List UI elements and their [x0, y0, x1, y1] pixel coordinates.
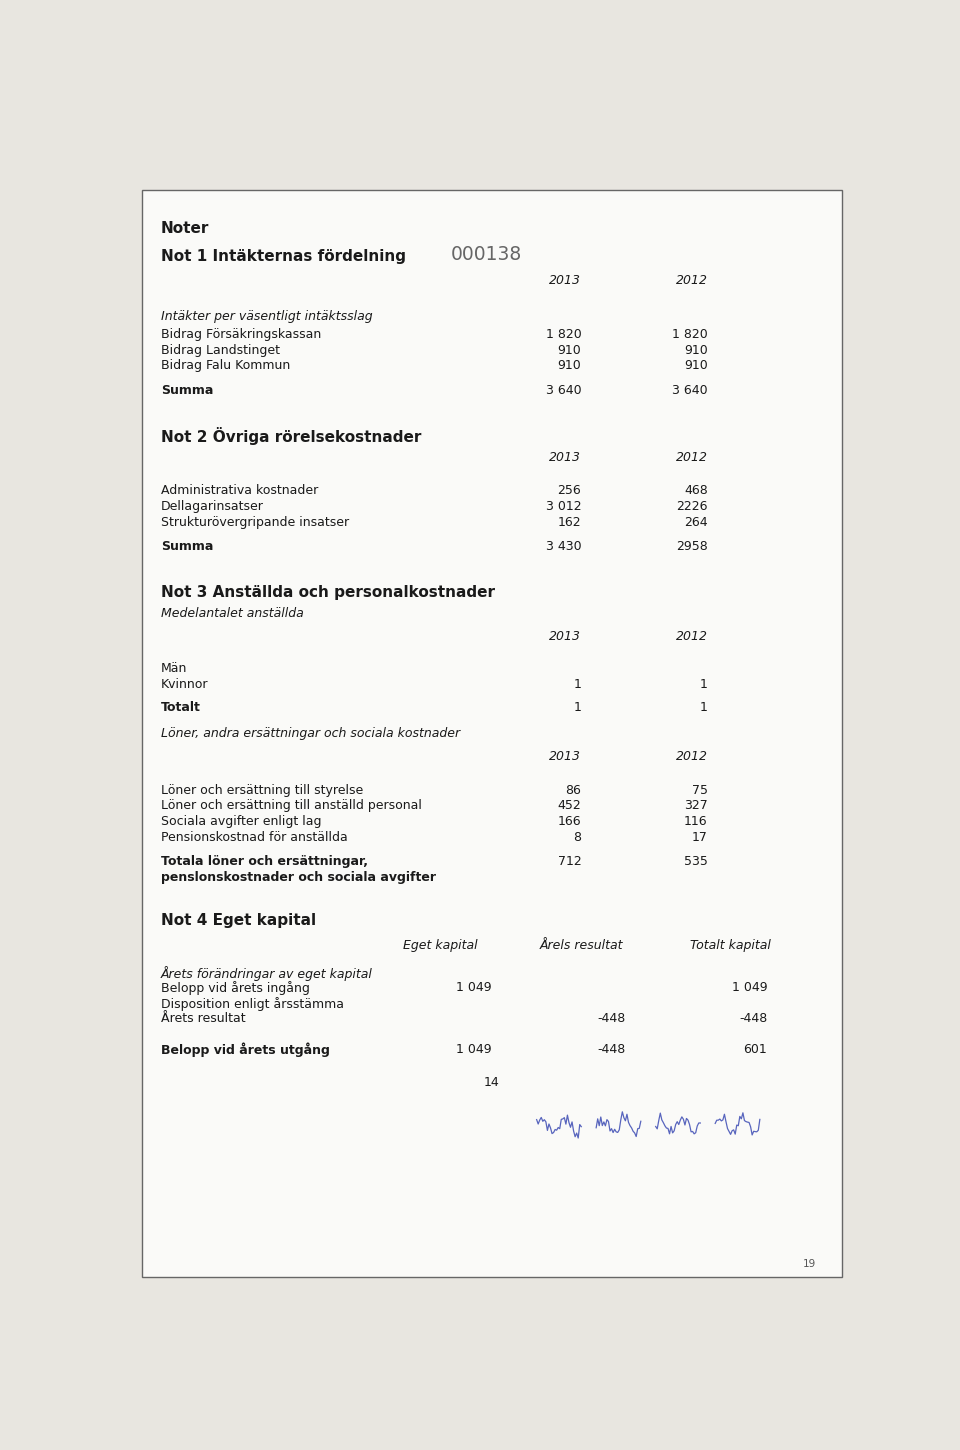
- Text: Löner och ersättning till styrelse: Löner och ersättning till styrelse: [161, 783, 363, 796]
- Text: Pensionskostnad för anställda: Pensionskostnad för anställda: [161, 831, 348, 844]
- Text: Kvinnor: Kvinnor: [161, 677, 208, 690]
- Text: Löner, andra ersättningar och sociala kostnader: Löner, andra ersättningar och sociala ko…: [161, 726, 460, 740]
- Text: 17: 17: [692, 831, 708, 844]
- Text: 000138: 000138: [451, 245, 522, 264]
- Text: Not 4 Eget kapital: Not 4 Eget kapital: [161, 914, 316, 928]
- Text: 2012: 2012: [676, 629, 708, 642]
- Text: Löner och ersättning till anställd personal: Löner och ersättning till anställd perso…: [161, 799, 421, 812]
- Text: 601: 601: [744, 1043, 767, 1056]
- Text: Eget kapital: Eget kapital: [402, 938, 477, 951]
- Text: 166: 166: [558, 815, 581, 828]
- Text: Årels resultat: Årels resultat: [540, 938, 623, 951]
- Text: 14: 14: [484, 1076, 500, 1089]
- Text: 1 049: 1 049: [456, 1043, 492, 1056]
- Text: Disposition enligt årsstämma: Disposition enligt årsstämma: [161, 996, 344, 1011]
- Text: 3 012: 3 012: [545, 500, 581, 513]
- Text: 452: 452: [558, 799, 581, 812]
- Text: 86: 86: [565, 783, 581, 796]
- Text: 1: 1: [700, 700, 708, 713]
- Text: 3 640: 3 640: [545, 384, 581, 397]
- Text: 1: 1: [573, 677, 581, 690]
- Text: Totalt: Totalt: [161, 700, 201, 713]
- Text: 264: 264: [684, 516, 708, 529]
- Text: 910: 910: [684, 344, 708, 357]
- Text: 2012: 2012: [676, 274, 708, 287]
- Text: penslonskostnader och sociala avgifter: penslonskostnader och sociala avgifter: [161, 870, 436, 883]
- Text: 256: 256: [558, 484, 581, 497]
- Text: -448: -448: [598, 1043, 626, 1056]
- Text: 1 820: 1 820: [545, 328, 581, 341]
- Text: 2013: 2013: [549, 274, 581, 287]
- Text: Årets resultat: Årets resultat: [161, 1012, 246, 1025]
- Text: Strukturövergripande insatser: Strukturövergripande insatser: [161, 516, 349, 529]
- Text: 2013: 2013: [549, 629, 581, 642]
- Text: Medelantalet anställda: Medelantalet anställda: [161, 608, 303, 621]
- Text: -448: -448: [739, 1012, 767, 1025]
- Text: Bidrag Falu Kommun: Bidrag Falu Kommun: [161, 360, 290, 373]
- Text: 2012: 2012: [676, 750, 708, 763]
- Text: Dellagarinsatser: Dellagarinsatser: [161, 500, 264, 513]
- Text: 3 430: 3 430: [545, 541, 581, 554]
- Text: Sociala avgifter enligt lag: Sociala avgifter enligt lag: [161, 815, 322, 828]
- Text: 1 049: 1 049: [732, 982, 767, 995]
- Text: Bidrag Landstinget: Bidrag Landstinget: [161, 344, 280, 357]
- Text: 1 820: 1 820: [672, 328, 708, 341]
- Text: Bidrag Försäkringskassan: Bidrag Försäkringskassan: [161, 328, 322, 341]
- Text: 1: 1: [573, 700, 581, 713]
- Text: 910: 910: [558, 344, 581, 357]
- Text: 2958: 2958: [676, 541, 708, 554]
- Text: Män: Män: [161, 661, 187, 674]
- Text: 327: 327: [684, 799, 708, 812]
- Text: 19: 19: [803, 1259, 816, 1269]
- Text: Totala löner och ersättningar,: Totala löner och ersättningar,: [161, 856, 368, 869]
- Text: 1 049: 1 049: [456, 982, 492, 995]
- Text: Not 3 Anställda och personalkostnader: Not 3 Anställda och personalkostnader: [161, 584, 495, 600]
- Text: Årets förändringar av eget kapital: Årets förändringar av eget kapital: [161, 966, 372, 980]
- Text: 8: 8: [573, 831, 581, 844]
- Text: 162: 162: [558, 516, 581, 529]
- Text: Summa: Summa: [161, 541, 213, 554]
- Text: -448: -448: [598, 1012, 626, 1025]
- Text: 75: 75: [692, 783, 708, 796]
- Text: Intäkter per väsentligt intäktsslag: Intäkter per väsentligt intäktsslag: [161, 310, 372, 323]
- Text: 2012: 2012: [676, 451, 708, 464]
- Text: 2226: 2226: [676, 500, 708, 513]
- Text: Administrativa kostnader: Administrativa kostnader: [161, 484, 318, 497]
- Text: Belopp vid årets utgång: Belopp vid årets utgång: [161, 1043, 330, 1057]
- Text: Totalt kapital: Totalt kapital: [689, 938, 771, 951]
- Text: Belopp vid årets ingång: Belopp vid årets ingång: [161, 982, 310, 995]
- Text: 116: 116: [684, 815, 708, 828]
- Text: 2013: 2013: [549, 451, 581, 464]
- Text: 3 640: 3 640: [672, 384, 708, 397]
- Text: Not 1 Intäkternas fördelning: Not 1 Intäkternas fördelning: [161, 249, 406, 264]
- Text: 910: 910: [684, 360, 708, 373]
- Text: Not 2 Övriga rörelsekostnader: Not 2 Övriga rörelsekostnader: [161, 428, 421, 445]
- Text: 910: 910: [558, 360, 581, 373]
- Text: 468: 468: [684, 484, 708, 497]
- Text: 1: 1: [700, 677, 708, 690]
- Text: 2013: 2013: [549, 750, 581, 763]
- Text: Summa: Summa: [161, 384, 213, 397]
- Text: 712: 712: [558, 856, 581, 869]
- Text: 535: 535: [684, 856, 708, 869]
- Text: Noter: Noter: [161, 220, 209, 236]
